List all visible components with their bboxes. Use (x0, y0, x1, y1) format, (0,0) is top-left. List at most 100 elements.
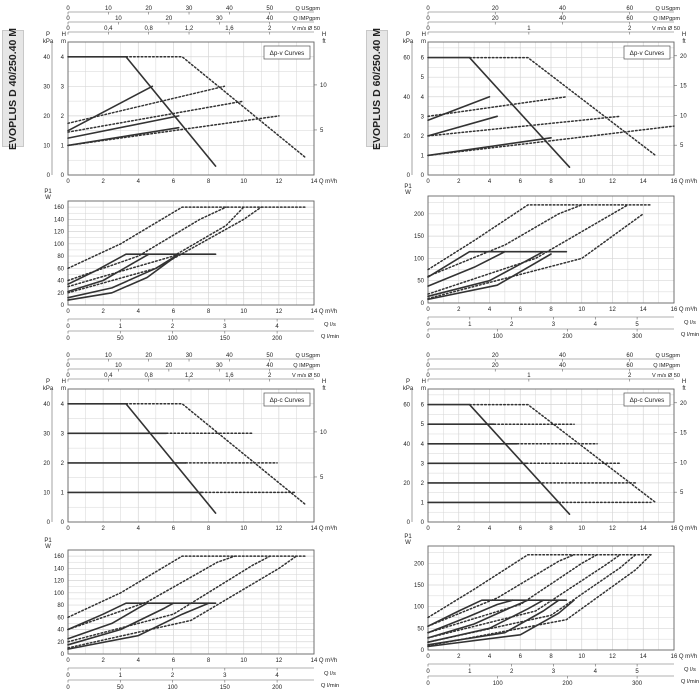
y-axis-label: H (62, 379, 66, 385)
x-tick-label: 16 (671, 526, 678, 532)
y-tick-label: 3 (421, 114, 425, 120)
y-axis-unit: m (61, 386, 66, 392)
ft-axis-label: H (682, 32, 686, 38)
series-1-solid (67, 253, 217, 286)
y-tick-label: 3 (61, 84, 65, 90)
top-axis-tick-label: 30 (216, 363, 223, 369)
top-axis-tick-label: 20 (166, 363, 173, 369)
ft-axis-label: H (682, 379, 686, 385)
bottom-axis-tick-label: 2 (510, 669, 514, 675)
series-7-dashed (67, 555, 271, 643)
ft-axis-label: H (322, 379, 326, 385)
y-tick-label: 0 (61, 173, 65, 179)
top-axis-label: Q IMPgpm (293, 363, 320, 369)
series-9-dashed (427, 553, 598, 634)
legend-box (263, 392, 311, 407)
top-axis-tick-label: 0 (426, 373, 430, 379)
x-tick-label: 10 (240, 658, 247, 664)
x-tick-label: 10 (240, 309, 247, 315)
x-axis-label: Q m³/h (679, 654, 697, 660)
top-axis-tick-label: 0,4 (104, 373, 113, 379)
y-tick-label: 0 (421, 520, 425, 526)
y-tick-label: 4 (421, 442, 425, 448)
ft-tick-label: 10 (680, 113, 687, 119)
bottom-axis-tick-label: 100 (168, 685, 179, 691)
kpa-tick-label: 30 (43, 84, 50, 90)
legend-label: Δp-v Curves (270, 50, 305, 57)
series-5-dashed (125, 403, 306, 506)
y-tick-label: 2 (61, 114, 65, 120)
top-axis-tick-label: 2 (628, 373, 632, 379)
series-7-dashed (427, 204, 629, 295)
legend-box (623, 45, 671, 60)
bottom-axis-label: Q l/s (684, 320, 696, 326)
series-2-solid (427, 599, 514, 634)
x-axis-label: Q m³/h (679, 526, 697, 532)
series-8-dashed (427, 553, 575, 627)
y-tick-label: 140 (54, 217, 65, 223)
ft-tick-label: 15 (680, 431, 687, 437)
top-axis-tick-label: 1 (527, 26, 531, 32)
top-axis-tick-label: 1,6 (225, 26, 234, 32)
bottom-axis-tick-label: 3 (552, 322, 556, 328)
series-4-solid (427, 253, 552, 301)
top-axis-tick-label: 40 (559, 353, 566, 359)
top-axis-tick-label: 2 (268, 373, 272, 379)
series-7-dashed (67, 206, 263, 294)
y-tick-label: 0 (421, 301, 425, 307)
y-tick-label: 1 (61, 490, 65, 496)
x-tick-label: 2 (457, 307, 461, 313)
top-axis-label: V m/s Ø 50 (292, 26, 320, 32)
top-axis-tick-label: 0 (66, 16, 70, 22)
top-axis-tick-label: 10 (115, 16, 122, 22)
ft-tick-label: 5 (680, 490, 684, 496)
y-tick-label: 50 (417, 626, 424, 632)
series-7-dashed (468, 403, 657, 504)
y-tick-label: 1 (61, 143, 65, 149)
top-axis-tick-label: 2 (628, 26, 632, 32)
kpa-axis-label: P (46, 379, 50, 385)
x-tick-label: 8 (549, 179, 553, 185)
chart-1: 0 2 4 6 8 10 12 14 Q m³/h01234HmPkPa010203040Hft… (43, 6, 337, 185)
x-tick-label: 8 (207, 179, 211, 185)
bottom-axis-label: Q l/min (321, 683, 339, 689)
x-tick-label: 6 (519, 654, 523, 660)
series-6-dashed (67, 555, 236, 631)
grid (67, 549, 315, 655)
kpa-tick-label: 20 (403, 481, 410, 487)
y-axis-label: H (422, 32, 426, 38)
series-3-solid (427, 599, 529, 639)
series-10-dashed (427, 553, 621, 639)
series-1-solid (67, 55, 217, 167)
x-tick-label: 12 (276, 179, 283, 185)
x-tick-label: 10 (578, 654, 585, 660)
kpa-tick-label: 40 (43, 402, 50, 408)
x-tick-label: 2 (457, 179, 461, 185)
bottom-axis-tick-label: 4 (594, 669, 598, 675)
x-tick-label: 6 (172, 526, 176, 532)
grid (67, 200, 315, 306)
bottom-axis-tick-label: 50 (117, 685, 124, 691)
bottom-axis-tick-label: 2 (510, 322, 514, 328)
bottom-axis-label: Q l/s (324, 671, 336, 677)
plot-frame (67, 549, 315, 655)
bottom-axis-tick-label: 4 (275, 673, 279, 679)
y-tick-label: 0 (421, 173, 425, 179)
top-axis-tick-label: 1,2 (185, 373, 194, 379)
top-axis-tick-label: 0 (426, 26, 430, 32)
series-2-solid (67, 253, 150, 293)
x-tick-label: 16 (671, 654, 678, 660)
legend-label: Δp-v Curves (630, 50, 665, 57)
model-label-right: EVOPLUS D 60/250.40 M (366, 28, 388, 149)
y-tick-label: 200 (414, 212, 425, 218)
series-1-solid (427, 250, 568, 278)
chart-3: 0 2 4 6 8 10 12 14 16 Q m³/h0123456HmPkPa0204060H… (403, 6, 697, 185)
x-tick-label: 4 (137, 309, 141, 315)
y-tick-label: 150 (414, 583, 425, 589)
y-axis-unit: m (421, 386, 426, 392)
top-axis-tick-label: 50 (266, 6, 273, 12)
chart-6: 0 2 4 6 8 10 12 14 Q m³/h020406080100120140160P1… (44, 538, 339, 691)
bottom-axis-label: Q l/min (681, 332, 699, 338)
y-tick-label: 2 (421, 134, 425, 140)
